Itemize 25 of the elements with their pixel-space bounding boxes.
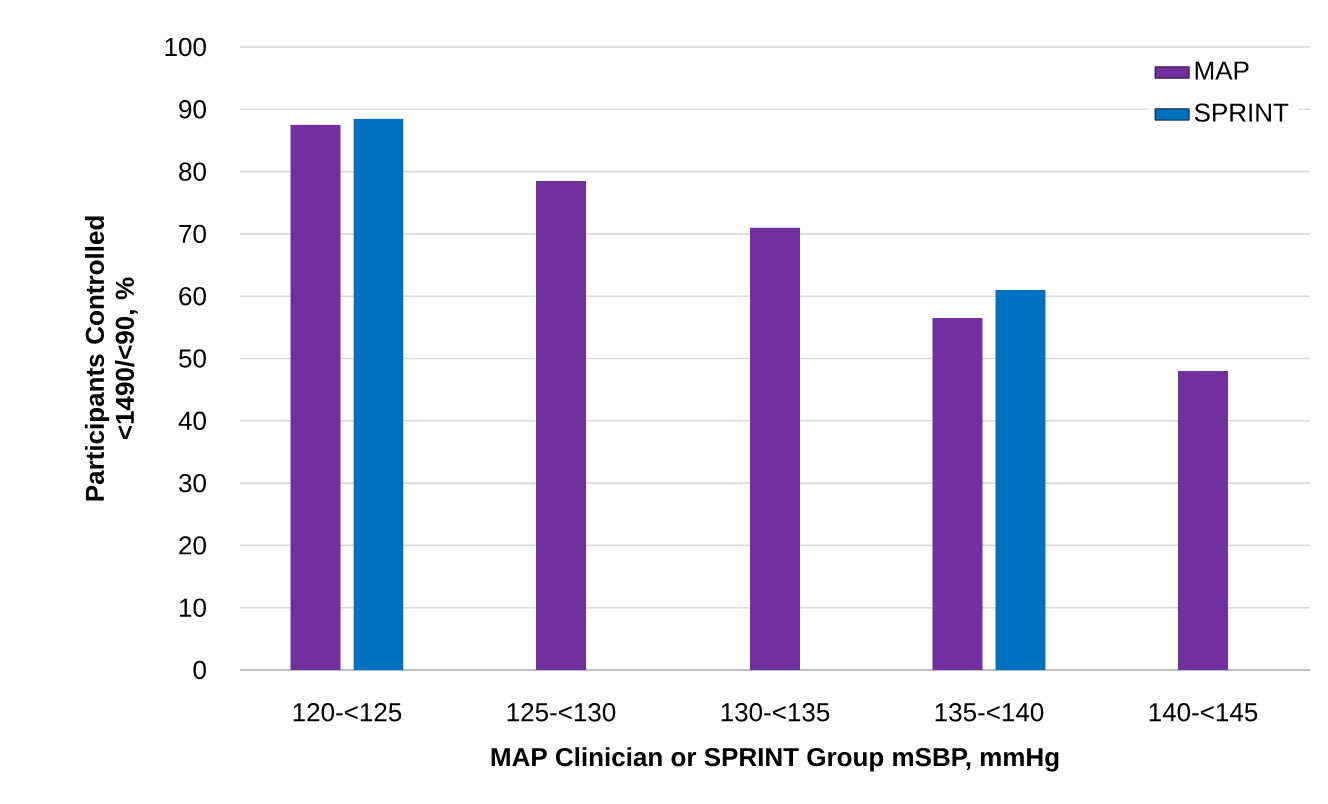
y-tick-label: 20 (179, 536, 206, 555)
x-tick-label: 130-<135 (721, 703, 830, 722)
bar (1178, 370, 1229, 670)
y-tick-label: 80 (179, 162, 206, 181)
y-axis-title: Participants Controlled <1490/<90, % (84, 216, 138, 501)
y-tick-label: 60 (179, 286, 206, 306)
bar (536, 180, 586, 670)
legend-label: MAP (1195, 61, 1249, 80)
y-tick-label: 50 (179, 349, 206, 368)
y-tick-label: 90 (179, 100, 206, 119)
y-tick-label: 70 (179, 224, 206, 244)
x-axis-title: MAP Clinician or SPRINT Group mSBP, mmHg (491, 747, 1059, 772)
y-tick-label: 0 (193, 660, 206, 680)
y-tick-label: 40 (178, 411, 206, 430)
bar (750, 227, 800, 670)
x-tick-label: 140-<145 (1149, 703, 1258, 722)
bar (353, 118, 404, 670)
legend-label: SPRINT (1194, 103, 1289, 122)
x-tick-label: 120-<125 (293, 703, 402, 722)
y-tick-label: 100 (165, 37, 206, 57)
y-tick-label: 30 (179, 473, 206, 493)
y-tick-label: 10 (179, 598, 206, 617)
bar (995, 289, 1046, 670)
x-tick-label: 135-<140 (935, 703, 1044, 722)
x-tick-label: 125-<130 (507, 703, 616, 722)
